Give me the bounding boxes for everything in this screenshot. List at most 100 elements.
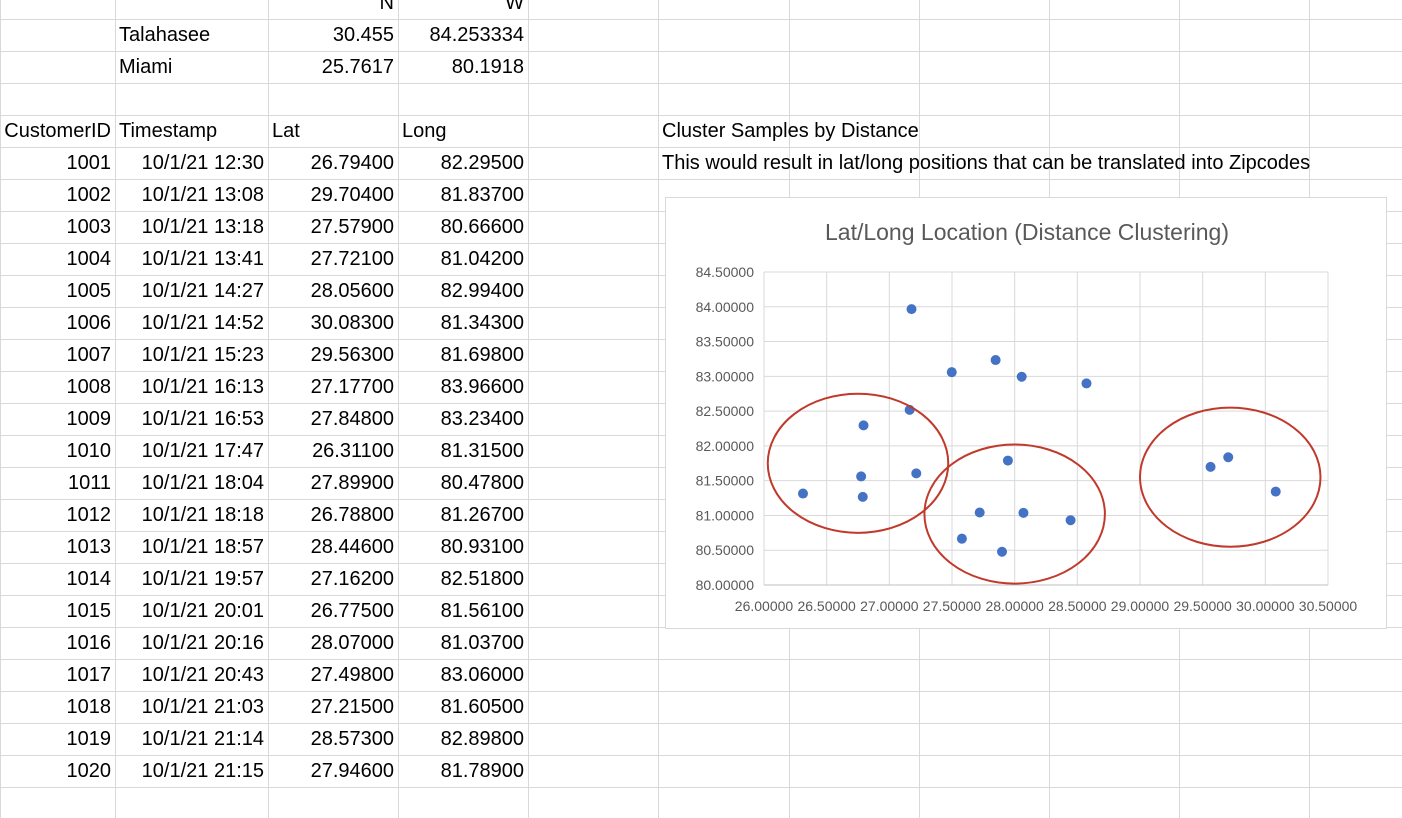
table-data-cell[interactable]: 26.77500 [310, 600, 394, 622]
table-data-cell[interactable]: 10/1/21 15:23 [141, 344, 264, 366]
table-data-cell[interactable]: 1019 [66, 728, 112, 750]
note-cluster-samples[interactable]: Cluster Samples by Distance [662, 120, 919, 142]
table-data-cell[interactable]: 1017 [66, 664, 112, 686]
location-lat-cell[interactable]: N [379, 0, 394, 14]
table-data-cell[interactable]: 1007 [66, 344, 112, 366]
table-data-cell[interactable]: 27.84800 [310, 408, 394, 430]
location-lat-cell[interactable]: 25.7617 [321, 56, 394, 78]
location-long-cell[interactable]: 84.253334 [429, 24, 524, 46]
table-data-cell[interactable]: 10/1/21 20:01 [141, 600, 264, 622]
table-data-cell[interactable]: 80.47800 [440, 472, 524, 494]
table-data-cell[interactable]: 1006 [66, 312, 112, 334]
table-data-cell[interactable]: 10/1/21 17:47 [141, 440, 264, 462]
table-data-cell[interactable]: 30.08300 [310, 312, 394, 334]
table-data-cell[interactable]: 1003 [66, 216, 112, 238]
table-data-cell[interactable]: 27.89900 [310, 472, 394, 494]
location-lat-cell[interactable]: 30.455 [332, 24, 394, 46]
table-header-cell[interactable]: Timestamp [119, 120, 218, 142]
table-data-cell[interactable]: 10/1/21 21:03 [141, 696, 264, 718]
table-data-cell[interactable]: 26.79400 [310, 152, 394, 174]
table-data-cell[interactable]: 83.23400 [440, 408, 524, 430]
table-data-cell[interactable]: 28.07000 [310, 632, 394, 654]
table-data-cell[interactable]: 1018 [66, 696, 112, 718]
y-tick-label: 84.50000 [696, 264, 755, 280]
table-data-cell[interactable]: 81.34300 [440, 312, 524, 334]
table-data-cell[interactable]: 27.57900 [310, 216, 394, 238]
table-data-cell[interactable]: 29.56300 [310, 344, 394, 366]
table-data-cell[interactable]: 10/1/21 20:43 [141, 664, 264, 686]
table-data-cell[interactable]: 1015 [66, 600, 112, 622]
table-data-cell[interactable]: 1002 [66, 184, 112, 206]
table-data-cell[interactable]: 27.49800 [310, 664, 394, 686]
table-data-cell[interactable]: 1020 [66, 760, 112, 782]
table-data-cell[interactable]: 80.66600 [440, 216, 524, 238]
table-data-cell[interactable]: 1012 [66, 504, 112, 526]
table-data-cell[interactable]: 1013 [66, 536, 112, 558]
table-data-cell[interactable]: 29.70400 [310, 184, 394, 206]
table-data-cell[interactable]: 27.17700 [310, 376, 394, 398]
table-data-cell[interactable]: 10/1/21 18:57 [141, 536, 264, 558]
table-data-cell[interactable]: 10/1/21 14:52 [141, 312, 264, 334]
table-data-cell[interactable]: 81.04200 [440, 248, 524, 270]
table-data-cell[interactable]: 28.44600 [310, 536, 394, 558]
table-data-cell[interactable]: 82.99400 [440, 280, 524, 302]
note-zipcode-translation[interactable]: This would result in lat/long positions … [662, 152, 1311, 174]
table-data-cell[interactable]: 82.51800 [440, 568, 524, 590]
table-data-cell[interactable]: 10/1/21 19:57 [141, 568, 264, 590]
table-header-cell[interactable]: Long [402, 120, 447, 142]
table-data-cell[interactable]: 28.57300 [310, 728, 394, 750]
table-data-cell[interactable]: 10/1/21 13:18 [141, 216, 264, 238]
table-data-cell[interactable]: 1001 [66, 152, 112, 174]
x-tick-label: 29.50000 [1173, 598, 1232, 614]
table-data-cell[interactable]: 10/1/21 13:08 [141, 184, 264, 206]
location-label-cell[interactable] [115, 0, 268, 19]
table-data-cell[interactable]: 10/1/21 21:14 [141, 728, 264, 750]
table-data-cell[interactable]: 82.89800 [440, 728, 524, 750]
table-data-cell[interactable]: 81.56100 [440, 600, 524, 622]
location-long-cell[interactable]: 80.1918 [451, 56, 524, 78]
table-data-cell[interactable]: 81.03700 [440, 632, 524, 654]
table-data-cell[interactable]: 1009 [66, 408, 112, 430]
table-data-cell[interactable]: 1008 [66, 376, 112, 398]
table-data-cell[interactable]: 1011 [67, 472, 111, 494]
table-data-cell[interactable]: 81.26700 [440, 504, 524, 526]
location-label-cell[interactable]: Talahasee [119, 24, 211, 46]
table-data-cell[interactable]: 10/1/21 20:16 [141, 632, 264, 654]
table-data-cell[interactable]: 1014 [66, 568, 112, 590]
table-data-cell[interactable]: 26.31100 [312, 440, 394, 462]
table-data-cell[interactable]: 27.72100 [310, 248, 394, 270]
table-data-cell[interactable]: 83.96600 [440, 376, 524, 398]
row-gridline [0, 83, 1402, 84]
table-data-cell[interactable]: 27.21500 [310, 696, 394, 718]
table-data-cell[interactable]: 81.83700 [440, 184, 524, 206]
table-data-cell[interactable]: 81.78900 [440, 760, 524, 782]
table-data-cell[interactable]: 1005 [66, 280, 112, 302]
table-data-cell[interactable]: 10/1/21 16:53 [141, 408, 264, 430]
table-data-cell[interactable]: 10/1/21 18:04 [141, 472, 264, 494]
table-data-cell[interactable]: 80.93100 [440, 536, 524, 558]
table-header-cell[interactable]: Lat [272, 120, 300, 142]
table-data-cell[interactable]: 28.05600 [310, 280, 394, 302]
table-data-cell[interactable]: 82.29500 [440, 152, 524, 174]
table-data-cell[interactable]: 81.60500 [440, 696, 524, 718]
table-data-cell[interactable]: 1004 [66, 248, 112, 270]
table-data-cell[interactable]: 10/1/21 21:15 [141, 760, 264, 782]
table-data-cell[interactable]: 10/1/21 18:18 [141, 504, 264, 526]
table-data-cell[interactable]: 27.94600 [310, 760, 394, 782]
table-data-cell[interactable]: 1010 [66, 440, 112, 462]
table-data-cell[interactable]: 1016 [66, 632, 112, 654]
table-data-cell[interactable]: 81.31500 [440, 440, 524, 462]
location-label-cell[interactable]: Miami [119, 56, 173, 78]
table-data-cell[interactable]: 10/1/21 13:41 [141, 248, 264, 270]
table-header-cell[interactable]: CustomerID [4, 120, 111, 142]
table-data-cell[interactable]: 10/1/21 16:13 [141, 376, 264, 398]
table-data-cell[interactable]: 27.16200 [310, 568, 394, 590]
table-data-cell[interactable]: 10/1/21 14:27 [141, 280, 264, 302]
table-data-cell[interactable]: 26.78800 [310, 504, 394, 526]
table-data-cell[interactable]: 10/1/21 12:30 [141, 152, 264, 174]
location-long-cell[interactable]: W [505, 0, 524, 14]
table-data-cell[interactable]: 83.06000 [440, 664, 524, 686]
scatter-chart[interactable]: Lat/Long Location (Distance Clustering) 2… [665, 197, 1387, 629]
table-data-cell[interactable]: 81.69800 [440, 344, 524, 366]
